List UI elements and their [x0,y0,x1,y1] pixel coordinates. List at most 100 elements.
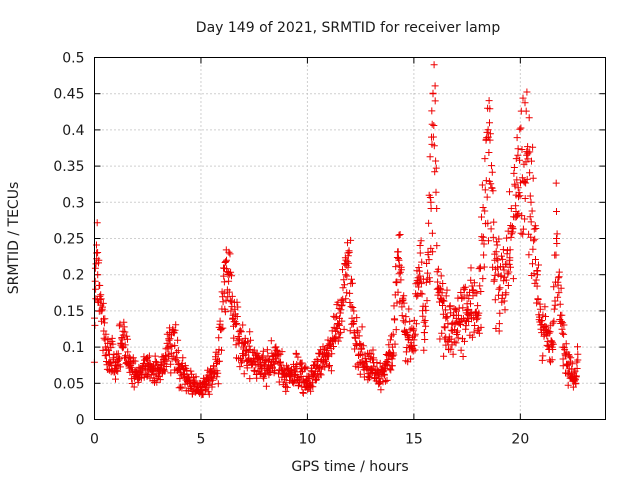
data-point [431,97,439,105]
data-point [226,250,234,258]
data-point [373,359,381,366]
data-point [350,318,358,325]
data-point [236,326,244,334]
data-point [414,279,422,287]
data-point [272,355,280,363]
data-point [534,296,542,303]
data-point [526,213,534,221]
data-point [349,279,356,287]
data-point [262,382,270,390]
data-point [517,124,525,132]
data-point [518,174,526,182]
data-point [531,235,539,243]
data-point [431,168,439,176]
data-point [432,164,440,172]
data-point [358,358,366,366]
data-point [514,184,522,192]
data-point [106,358,114,366]
data-point [479,275,487,283]
data-point [426,277,434,285]
data-point [345,259,353,267]
data-point [159,367,167,374]
data-point [439,280,447,287]
data-point [441,324,449,332]
data-point [346,299,354,306]
data-point [441,306,449,314]
data-point [513,134,521,142]
data-point [560,330,568,338]
data-point [573,365,581,372]
data-point [234,303,242,311]
data-point [438,329,446,337]
data-point [396,231,404,238]
data-point [219,324,227,332]
data-point [416,249,424,257]
data-point [406,326,414,334]
data-point [443,313,451,321]
data-point [480,251,488,259]
data-point [444,320,452,328]
data-point [497,272,505,280]
data-point [422,306,430,314]
data-point [369,346,377,354]
data-point [144,354,152,362]
data-point [131,357,139,365]
data-point [216,317,224,325]
data-point [282,372,290,380]
data-point [532,276,540,284]
data-point [259,347,267,355]
data-point [443,286,451,294]
data-point [390,351,398,359]
data-point [245,342,253,350]
data-point [405,305,413,313]
data-point [439,297,447,304]
data-point [232,341,240,349]
x-tick-label: 0 [90,432,99,448]
data-point [470,328,478,336]
data-point [95,256,103,264]
data-point [568,360,576,368]
data-point [452,306,460,314]
data-point [423,260,431,267]
data-point [169,329,177,337]
data-point [263,346,271,354]
y-tick-label: 0.05 [53,376,84,392]
data-point [116,320,124,328]
data-point [303,379,311,387]
data-point [330,343,337,350]
data-point [339,266,346,274]
data-point [220,272,228,280]
data-point [478,213,485,221]
data-point [346,289,354,297]
data-point [214,358,222,366]
data-point [485,237,492,245]
data-point [507,263,514,271]
data-point [389,352,397,360]
data-point [512,191,520,199]
data-point [484,133,492,141]
data-point [359,342,367,350]
data-point [428,229,436,237]
data-point [518,146,526,153]
data-point [395,270,403,278]
data-point [506,256,514,264]
data-point [350,307,358,315]
data-point [418,258,426,266]
data-point [347,303,355,311]
data-point [479,204,487,211]
data-point [434,278,442,286]
data-point [133,372,141,380]
data-point [487,225,495,233]
data-point [267,337,275,345]
data-point [459,353,467,360]
data-point [473,315,481,323]
data-point [227,307,235,315]
data-point [415,264,423,271]
data-point [91,264,99,272]
data-point [483,193,491,201]
data-point [538,329,546,337]
data-point [526,192,534,200]
data-point [548,337,556,345]
data-point [442,341,450,349]
data-point [476,282,484,290]
